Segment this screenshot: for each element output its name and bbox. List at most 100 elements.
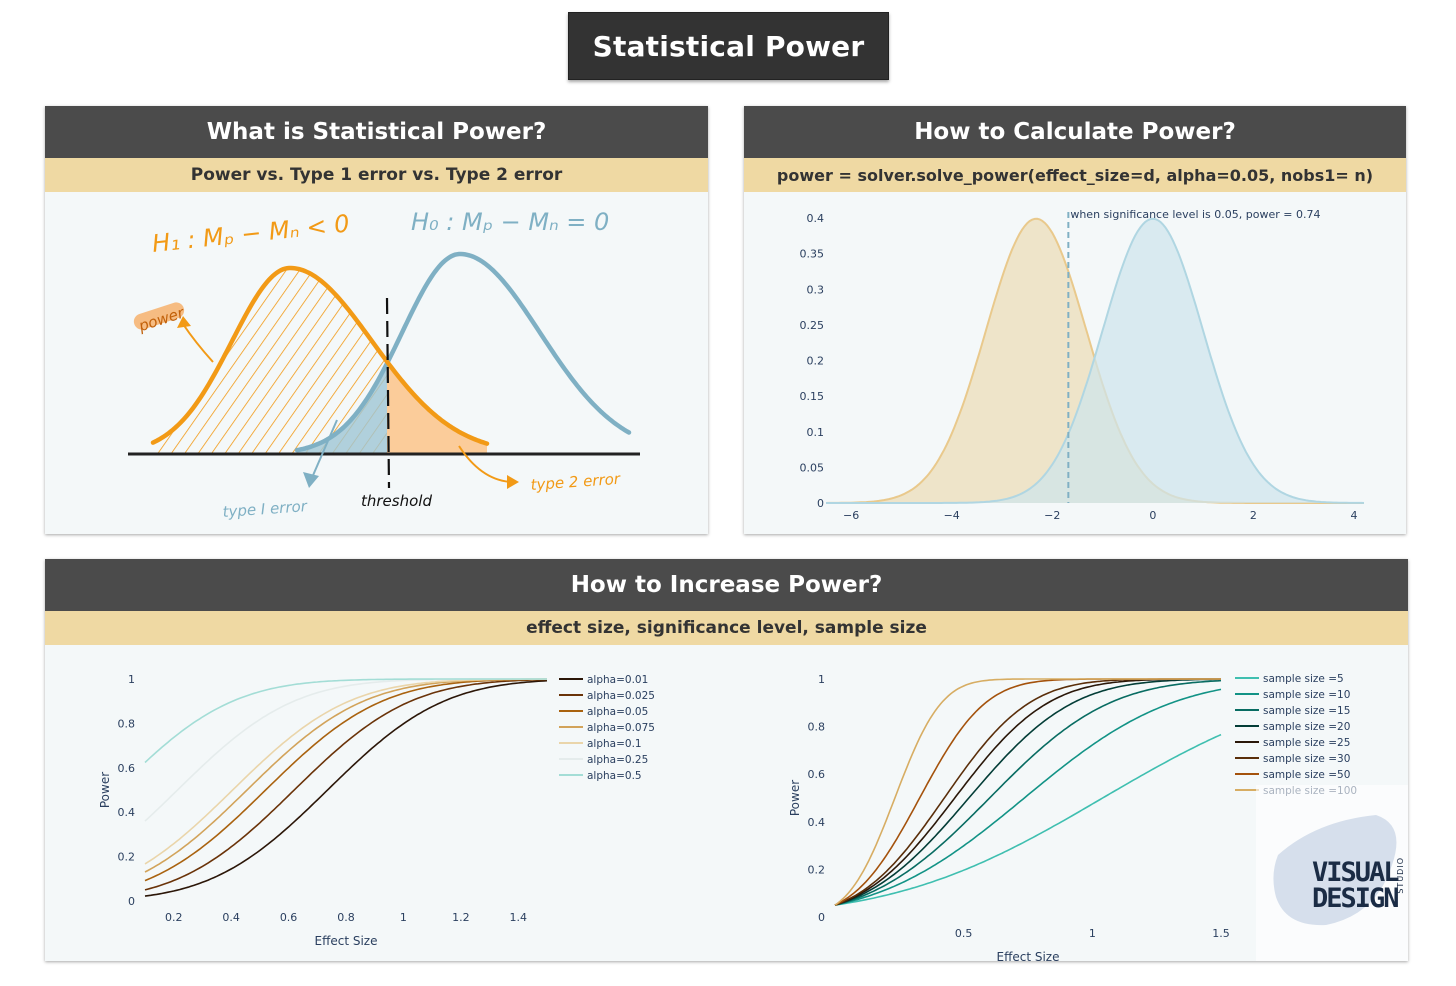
legend-item: alpha=0.025 (587, 690, 655, 702)
legend-item: sample size =20 (1263, 721, 1350, 733)
power-line-7 (834, 678, 1221, 906)
type-1-error-area (297, 363, 387, 454)
type2-arrow (458, 445, 512, 483)
logo-side: STUDIO (1396, 857, 1405, 894)
logo-line2: DESIGN (1312, 883, 1400, 914)
x-tick-label: 0.4 (222, 911, 240, 924)
y-tick-label: 0 (128, 895, 135, 908)
power-line-3 (144, 678, 547, 882)
x-tick-label: 1.2 (452, 911, 470, 924)
y-tick-label: 0.6 (118, 762, 136, 775)
power-line-1 (144, 679, 548, 897)
power-line-8 (834, 678, 1221, 906)
y-tick-label: 0 (818, 911, 825, 924)
power-line-7 (144, 678, 547, 764)
type-2-error-area (387, 361, 487, 454)
power-arrow (182, 323, 214, 363)
legend-item: alpha=0.01 (587, 674, 648, 686)
y-tick-label: 0.15 (800, 390, 825, 403)
x-tick-label: 0.5 (955, 927, 973, 940)
power-annotation: when significance level is 0.05, power =… (1070, 208, 1320, 221)
power-line-2 (144, 678, 548, 891)
x-tick-label: 0 (1149, 509, 1156, 522)
power-line-1 (834, 733, 1222, 906)
panel-subheader: Power vs. Type 1 error vs. Type 2 error (45, 158, 708, 192)
h1-curve (150, 265, 490, 446)
distribution-area-2 (826, 218, 1364, 504)
power-area-hatch (153, 268, 387, 454)
y-tick-label: 0.8 (808, 721, 826, 734)
x-axis-title: Effect Size (315, 934, 378, 948)
x-tick-label: 2 (1250, 509, 1257, 522)
x-axis-title: Effect Size (997, 950, 1060, 961)
type1-label: type I error (222, 497, 308, 521)
h0-curve (294, 251, 632, 453)
panel-subheader: effect size, significance level, sample … (45, 611, 1408, 645)
y-tick-label: 0.05 (800, 461, 825, 474)
legend-item: alpha=0.1 (587, 738, 642, 750)
logo-brush (1273, 815, 1397, 926)
power-line-6 (144, 678, 547, 822)
distribution-curve-2 (826, 217, 1365, 504)
panel-subheader: power = solver.solve_power(effect_size=d… (744, 158, 1406, 192)
y-tick-label: 0.8 (118, 717, 136, 730)
type2-label: type 2 error (530, 470, 621, 494)
power-line-6 (834, 678, 1221, 906)
panel-header: How to Increase Power? (45, 559, 1408, 611)
legend-item: sample size =25 (1263, 737, 1350, 749)
legend-item: sample size =10 (1263, 689, 1350, 701)
x-tick-label: −2 (1044, 509, 1060, 522)
type1-arrow (310, 419, 338, 481)
y-axis-title: Power (98, 772, 112, 808)
y-axis-title: Power (788, 780, 802, 816)
power-vs-alpha-chart: 0 0.2 0.4 0.6 0.8 1 0.2 0.4 0.6 0.8 1 1.2 1.4 Effect … (98, 673, 655, 948)
panel-increase-power: How to Increase Power? effect size, sign… (45, 559, 1408, 961)
power-arrowhead (177, 316, 191, 328)
y-tick-label: 0.3 (807, 283, 825, 296)
legend-item: sample size =5 (1263, 673, 1344, 685)
type2-arrowhead (507, 475, 519, 489)
logo-line1: VISUAL (1312, 857, 1400, 888)
power-highlight (133, 302, 185, 330)
x-tick-label: −6 (843, 509, 859, 522)
y-tick-label: 0.4 (807, 212, 825, 225)
y-tick-label: 0.4 (808, 816, 826, 829)
page-title: Statistical Power (568, 12, 889, 80)
y-tick-label: 0.2 (808, 863, 826, 876)
y-tick-label: 0.6 (808, 768, 826, 781)
y-tick-label: 0.1 (807, 426, 825, 439)
x-tick-label: 0.2 (165, 911, 183, 924)
power-line-5 (834, 678, 1221, 906)
power-line-3 (834, 679, 1222, 906)
threshold-label: threshold (361, 492, 432, 510)
y-tick-label: 0.2 (118, 851, 136, 864)
y-tick-label: 0.2 (807, 355, 825, 368)
x-tick-label: 4 (1350, 509, 1357, 522)
type1-arrowhead (303, 472, 319, 488)
panel-what-is-power: What is Statistical Power? Power vs. Typ… (45, 106, 708, 534)
legend-item: alpha=0.075 (587, 722, 655, 734)
x-tick-label: −4 (944, 509, 960, 522)
legend-item: sample size =15 (1263, 705, 1350, 717)
power-line-4 (834, 678, 1222, 906)
panel-header: How to Calculate Power? (744, 106, 1406, 158)
y-tick-label: 0.25 (800, 319, 825, 332)
threshold-line (385, 297, 391, 489)
y-tick-label: 0 (817, 497, 824, 510)
h1-label: H₁ : Mₚ − Mₙ < 0 (151, 209, 351, 258)
x-tick-label: 1.4 (510, 911, 528, 924)
x-tick-label: 1 (1089, 927, 1096, 940)
legend-item: sample size =50 (1263, 769, 1350, 781)
panel-calculate-power: How to Calculate Power? power = solver.s… (744, 106, 1406, 534)
x-tick-label: 0.8 (337, 911, 355, 924)
y-tick-label: 0.35 (800, 248, 825, 261)
distribution-chart: 0 0.05 0.1 0.15 0.2 0.25 0.3 0.35 0.4 −6 −4 −2 0 2 4 wh… (800, 208, 1365, 522)
y-tick-label: 1 (818, 673, 825, 686)
legend-item: alpha=0.5 (587, 770, 642, 782)
legend-item: alpha=0.05 (587, 706, 648, 718)
studio-logo: VISUAL DESIGN STUDIO (1256, 785, 1408, 961)
legend-item: sample size =30 (1263, 753, 1350, 765)
power-line-2 (834, 688, 1222, 906)
h0-label: H₀ : Mₚ − Mₙ = 0 (411, 208, 609, 236)
power-line-4 (144, 678, 547, 873)
